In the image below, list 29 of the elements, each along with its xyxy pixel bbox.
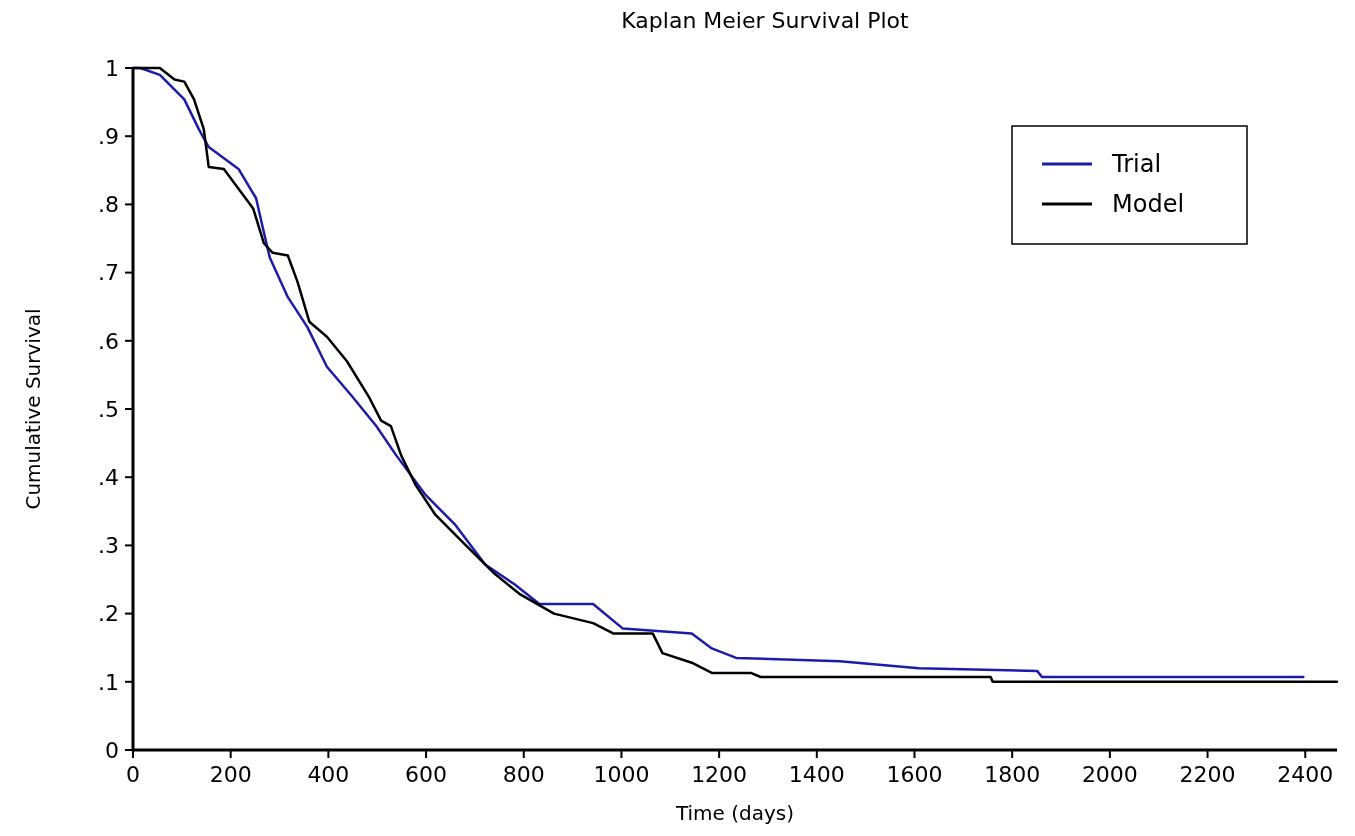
x-tick-label: 800 xyxy=(502,762,545,787)
y-tick-label: .5 xyxy=(98,396,119,422)
y-tick-label: 1 xyxy=(105,55,119,81)
x-tick-label: 600 xyxy=(405,762,448,787)
x-tick-label: 1600 xyxy=(886,762,943,787)
y-tick-label: 0 xyxy=(105,737,119,763)
x-tick-label: 2200 xyxy=(1179,762,1236,787)
x-tick-label: 0 xyxy=(126,762,140,787)
x-tick-label: 1400 xyxy=(788,762,845,787)
y-tick-label: .3 xyxy=(98,533,119,559)
y-tick-label: .4 xyxy=(98,464,119,490)
legend-label: Model xyxy=(1112,190,1185,219)
x-tick-label: 400 xyxy=(307,762,350,787)
y-tick-label: .2 xyxy=(98,601,119,627)
x-tick-label: 1800 xyxy=(984,762,1041,787)
y-tick-label: .9 xyxy=(98,123,119,149)
y-tick-label: .6 xyxy=(98,328,119,354)
y-axis-title: Cumulative Survival xyxy=(21,308,45,510)
y-tick-label: .1 xyxy=(98,669,119,695)
legend-label: Trial xyxy=(1111,150,1162,179)
chart-title: Kaplan Meier Survival Plot xyxy=(621,8,910,33)
x-tick-label: 2000 xyxy=(1081,762,1138,787)
x-tick-label: 2400 xyxy=(1277,762,1334,787)
y-tick-label: .8 xyxy=(98,192,119,218)
y-tick-label: .7 xyxy=(98,260,119,286)
x-tick-label: 1000 xyxy=(593,762,650,787)
x-tick-label: 1200 xyxy=(691,762,748,787)
x-tick-label: 200 xyxy=(209,762,252,787)
x-axis-title: Time (days) xyxy=(674,801,795,825)
